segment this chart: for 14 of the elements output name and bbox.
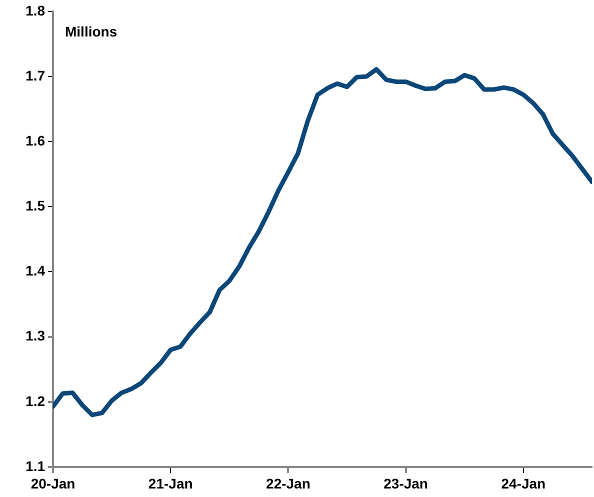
y-tick-label: 1.1 — [26, 458, 46, 474]
y-tick-label: 1.5 — [26, 198, 46, 214]
x-tick-label: 20-Jan — [30, 475, 76, 492]
x-tick-label: 24-Jan — [501, 475, 546, 492]
x-tick-label: 22-Jan — [266, 475, 310, 492]
y-tick-label: 1.4 — [26, 262, 46, 279]
annotation: Millions — [65, 23, 118, 40]
y-tick-label: 1.8 — [26, 2, 46, 18]
y-tick-label: 1.7 — [26, 67, 46, 84]
y-tick-label: 1.3 — [26, 328, 46, 344]
x-tick-label: 23-Jan — [384, 475, 428, 492]
y-tick-label: 1.2 — [26, 392, 46, 409]
y-tick-label: 1.6 — [26, 132, 46, 148]
x-tick-label: 21-Jan — [148, 475, 193, 492]
